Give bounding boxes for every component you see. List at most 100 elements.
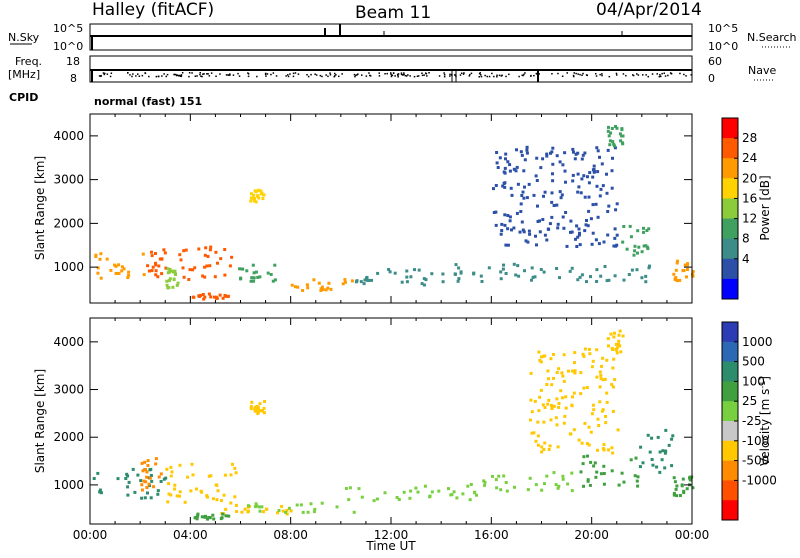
power-cell-8 — [393, 271, 397, 275]
nave-dot — [334, 75, 336, 77]
power-cell-10 — [558, 190, 562, 194]
nave-dot — [579, 73, 581, 76]
nave-dot — [208, 75, 211, 77]
power-cell-8 — [388, 270, 392, 274]
power-cell-3 — [203, 265, 207, 269]
nave-dot — [390, 73, 392, 76]
nave-dot — [247, 72, 249, 74]
power-cell-10 — [525, 148, 529, 152]
power-cell-10 — [577, 227, 581, 231]
power-cell-10 — [506, 227, 510, 231]
vel-cell-13 — [673, 480, 677, 484]
vel-cell-10 — [582, 455, 586, 459]
power-cell-10 — [550, 215, 554, 219]
nave-dot — [199, 73, 201, 76]
power-cell-10 — [551, 179, 555, 183]
vel-cell-2 — [178, 463, 182, 467]
nave-dot — [449, 73, 451, 76]
nave-dot — [683, 73, 685, 76]
vel-cell-9 — [547, 448, 551, 451]
power-cell-6 — [261, 197, 265, 200]
nave-dot — [196, 75, 198, 77]
nave-dot — [325, 74, 327, 76]
vel-cell-5 — [261, 409, 265, 413]
power-cell-10 — [576, 235, 580, 239]
power-cell-4 — [191, 295, 195, 299]
vel-cell-9 — [611, 366, 615, 370]
nave-dot — [148, 75, 150, 78]
power-cell-9 — [542, 270, 546, 274]
power-cell-8 — [387, 268, 391, 271]
vel-cell-6 — [284, 510, 288, 514]
colorbar-tick-label: -500 — [742, 454, 769, 468]
power-cell-10 — [576, 172, 580, 176]
power-cell-10 — [504, 157, 507, 161]
nave-dot — [227, 74, 229, 76]
nave-dot — [443, 72, 445, 74]
power-cell-10 — [611, 156, 614, 160]
power-cell-9 — [457, 277, 461, 281]
nave-dot — [601, 73, 603, 75]
vel-cell-8 — [545, 474, 549, 478]
power-cell-3 — [203, 253, 207, 257]
vel-cell-9 — [598, 400, 602, 404]
power-cell-9 — [607, 278, 611, 282]
power-cell-7 — [301, 289, 305, 292]
nave-dot — [157, 75, 160, 78]
power-cell-4 — [197, 294, 201, 298]
vel-cell-8 — [570, 489, 574, 493]
nave-dot — [599, 73, 601, 76]
nave-dot — [396, 73, 399, 76]
vel-cell-9 — [598, 370, 602, 374]
nave-dot — [460, 72, 463, 74]
nave-dot — [479, 72, 481, 74]
power-cell-10 — [502, 170, 506, 174]
power-cell-3 — [187, 278, 191, 281]
vel-cell-3 — [280, 504, 284, 508]
vel-cell-9 — [570, 403, 574, 407]
power-cell-5 — [256, 275, 260, 279]
vel-cell-9 — [567, 369, 570, 373]
power-cell-11 — [610, 127, 614, 130]
vel-cell-9 — [613, 378, 617, 382]
nave-dot — [679, 72, 681, 75]
power-cell-1 — [154, 252, 157, 255]
nave-dot — [225, 74, 228, 76]
power-cell-9 — [530, 266, 534, 270]
nave-dot — [181, 72, 184, 74]
colorbar-swatch — [722, 421, 738, 442]
vel-cell-9 — [587, 347, 591, 351]
vel-cell-9 — [530, 410, 534, 414]
power-cell-9 — [627, 273, 631, 276]
power-cell-5 — [266, 271, 270, 275]
velocity-label-main: Velocity [m s — [758, 389, 772, 466]
nave-dot — [636, 73, 638, 75]
vel-cell-9 — [563, 414, 567, 418]
vel-cell-0 — [126, 474, 130, 478]
power-cell-7 — [319, 287, 323, 291]
power-cell-10 — [526, 240, 530, 244]
power-cell-6 — [262, 193, 266, 197]
power-cell-10 — [571, 179, 575, 183]
power-cell-10 — [589, 217, 593, 221]
vel-cell-10 — [588, 483, 592, 487]
power-cell-10 — [578, 243, 582, 247]
nsearch-tick-top: 10^5 — [708, 22, 738, 35]
power-cell-10 — [560, 193, 564, 197]
power-cell-10 — [569, 230, 572, 234]
power-cell-10 — [591, 203, 595, 207]
power-cell-10 — [495, 161, 499, 165]
nave-dot — [357, 73, 359, 75]
vel-cell-9 — [547, 377, 550, 381]
power-cell-10 — [594, 202, 598, 206]
power-cell-10 — [535, 179, 539, 182]
power-cell-1 — [154, 269, 158, 273]
vel-cell-7 — [409, 489, 413, 493]
power-cell-10 — [500, 222, 504, 226]
vel-cell-5 — [263, 400, 266, 403]
power-cell-2 — [165, 279, 169, 283]
power-cell-11 — [618, 132, 622, 136]
nave-dot — [575, 72, 577, 75]
nave-dot — [141, 74, 144, 77]
x-tick-label: 00:00 — [675, 528, 710, 542]
